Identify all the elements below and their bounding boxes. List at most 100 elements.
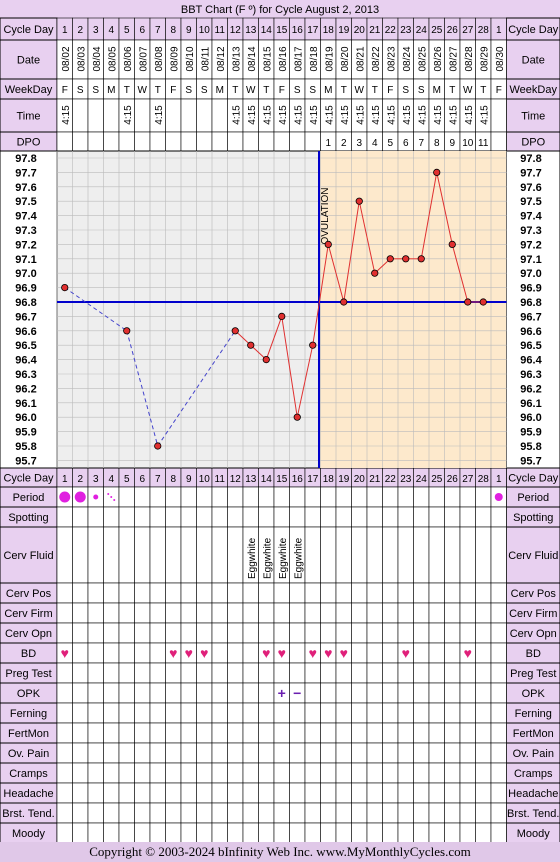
cycle-day-number-2: 7	[155, 474, 161, 485]
fert-cell	[351, 742, 368, 764]
cycle-day-number: 10	[199, 25, 211, 36]
y-tick-label-left: 97.4	[15, 211, 37, 223]
fert-cell	[56, 682, 73, 704]
y-tick-label-right: 95.7	[520, 455, 541, 467]
opk-result: +	[278, 685, 286, 701]
cycle-day-number-2: 16	[292, 474, 304, 485]
cerv-fluid-label: Eggwhite	[278, 537, 289, 579]
fert-cell	[413, 582, 430, 604]
fert-cell	[475, 486, 492, 508]
fert-cell	[366, 782, 383, 804]
fert-cell	[87, 622, 104, 644]
fert-spotting-label-left: Spotting	[8, 512, 48, 524]
fert-cell	[165, 602, 182, 624]
fert-cell	[397, 782, 414, 804]
weekday-letter: T	[124, 85, 130, 96]
fert-cell	[87, 702, 104, 724]
fert-cell	[273, 762, 290, 784]
fert-cell	[87, 582, 104, 604]
fert-cell	[428, 682, 445, 704]
fert-cell	[320, 822, 337, 842]
date-label: 08/10	[185, 46, 196, 71]
weekday-letter: S	[402, 85, 409, 96]
fert-cell	[72, 802, 89, 824]
fert-cell	[289, 822, 306, 842]
fert-cell	[258, 802, 275, 824]
y-tick-label-left: 96.7	[15, 311, 36, 323]
time-label: 4:15	[154, 105, 165, 125]
date-label: 08/08	[154, 46, 165, 71]
fert-cell	[304, 702, 321, 724]
fert-cell	[475, 662, 492, 684]
fert-cell	[227, 526, 244, 584]
fert-cell	[258, 782, 275, 804]
time-label: 4:15	[231, 105, 242, 125]
cycle-day-number: 26	[447, 25, 459, 36]
y-axis-right-bg	[506, 150, 560, 469]
weekday-letter: F	[496, 85, 502, 96]
dpo-number: 2	[341, 138, 347, 149]
fert-cell	[475, 682, 492, 704]
fert-cell	[320, 782, 337, 804]
fert-cell	[444, 742, 461, 764]
dpo-label-left: DPO	[17, 137, 41, 149]
fert-cell	[335, 782, 352, 804]
y-tick-label-right: 95.8	[520, 441, 541, 453]
fert-cell	[211, 622, 228, 644]
dpo-cell	[196, 131, 213, 152]
fert-headache-label-right: Headache	[508, 788, 558, 800]
temp-point	[324, 240, 332, 248]
weekday-letter: T	[449, 85, 455, 96]
fert-cell	[413, 642, 430, 664]
dpo-number: 9	[449, 138, 455, 149]
fert-cell	[382, 722, 399, 744]
fert-cell	[72, 582, 89, 604]
date-label: 08/24	[402, 46, 413, 71]
y-tick-label-left: 97.6	[15, 182, 36, 194]
fert-cell	[165, 582, 182, 604]
cycle-day-number-2: 21	[369, 474, 381, 485]
date-label: 08/22	[371, 46, 382, 71]
date-label: 08/15	[262, 46, 273, 71]
temp-point	[231, 327, 239, 335]
fert-cell	[475, 762, 492, 784]
copyright-footer: Copyright © 2003-2024 bInfinity Web Inc.…	[0, 842, 560, 862]
fert-cell	[103, 682, 120, 704]
fert-cell	[273, 782, 290, 804]
weekday-letter: F	[387, 85, 393, 96]
dpo-cell	[165, 131, 182, 152]
fert-cell	[320, 802, 337, 824]
fert-cell	[335, 762, 352, 784]
fert-cell	[366, 822, 383, 842]
fert-cramps-label-left: Cramps	[9, 768, 48, 780]
fert-cell	[211, 526, 228, 584]
fert-cell	[149, 682, 166, 704]
time-label: 4:15	[340, 105, 351, 125]
y-tick-label-right: 95.9	[520, 427, 541, 439]
cycle-day-number-2: 1	[496, 474, 502, 485]
fert-cell	[149, 762, 166, 784]
fert-cell	[475, 782, 492, 804]
time-label-left: Time	[16, 111, 40, 123]
fert-cell	[134, 722, 151, 744]
dpo-cell	[258, 131, 275, 152]
fert-ferning-label-right: Ferning	[515, 708, 552, 720]
fert-cell	[335, 602, 352, 624]
fert-cell	[56, 822, 73, 842]
temp-line	[312, 244, 329, 346]
fert-cell	[242, 486, 259, 508]
fert-cell	[227, 602, 244, 624]
temp-point	[278, 312, 286, 320]
temp-line	[358, 201, 376, 274]
period-marker	[494, 493, 503, 501]
fert-cell	[490, 822, 507, 842]
fert-cell	[149, 802, 166, 824]
fert-cell	[366, 642, 383, 664]
fert-cell	[227, 702, 244, 724]
fert-cell	[165, 702, 182, 724]
fert-cerv-fluid-label-right: Cerv Fluid	[508, 550, 558, 562]
y-tick-label-left: 97.0	[15, 268, 36, 280]
y-tick-label-right: 96.3	[520, 369, 541, 381]
weekday-letter: S	[309, 85, 316, 96]
cycle-day-number-2: 13	[245, 474, 257, 485]
